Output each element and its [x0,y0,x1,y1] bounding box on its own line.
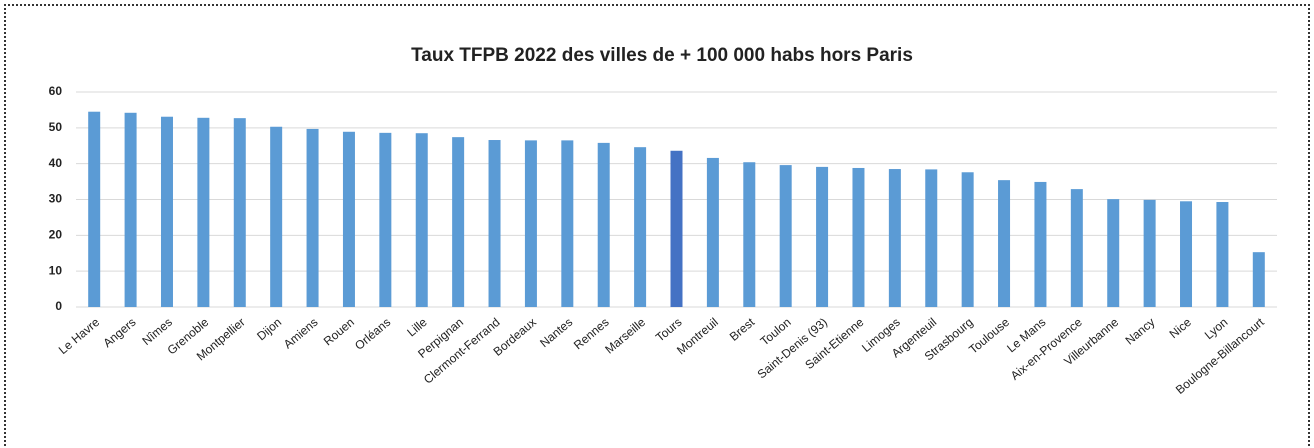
x-tick-label: Nancy [1123,315,1158,348]
bar [415,133,428,307]
bar [1216,202,1229,307]
bar [524,140,537,307]
bar [270,126,283,307]
bar [1070,189,1083,307]
bar [670,150,683,307]
bar [1180,201,1193,307]
x-tick-label: Angers [100,315,138,350]
x-tick-label: Tours [653,315,684,345]
x-tick-label: Nantes [537,315,575,350]
x-tick-label: Montreuil [674,315,721,357]
x-tick-label: Toulouse [966,315,1012,357]
x-tick-label: Rouen [321,315,357,348]
bar [743,162,756,307]
bar [925,169,938,307]
bar [306,128,319,307]
bar [233,118,246,308]
bar [706,157,719,307]
y-tick-label: 10 [49,263,63,277]
bar [124,112,137,308]
x-tick-label: Dijon [254,315,284,343]
x-tick-label: Brest [727,315,758,344]
bar [1252,252,1265,307]
x-tick-label: Marseille [602,315,648,357]
y-tick-label: 50 [49,120,63,134]
x-tick-label: Lille [404,315,430,340]
x-tick-label: Nice [1167,315,1195,341]
bar [816,166,829,307]
bar [597,142,610,307]
bar [852,167,865,307]
bar [779,165,792,307]
bar [998,180,1011,307]
bar [88,111,101,307]
y-tick-label: 40 [49,156,63,170]
bar [379,132,392,307]
x-tick-label: Lyon [1202,315,1231,342]
chart-title: Taux TFPB 2022 des villes de + 100 000 h… [411,45,913,66]
x-tick-label: Orléans [352,315,393,353]
y-tick-label: 30 [49,192,63,206]
bar [197,117,210,307]
bar [561,140,574,307]
bar [342,131,355,307]
y-tick-label: 60 [49,84,63,98]
bar [1107,199,1120,307]
bar [888,169,901,307]
frame [4,4,1310,446]
x-tick-label: Amiens [281,315,321,351]
bar [488,140,501,307]
bar [1143,199,1156,307]
y-tick-label: 20 [49,228,63,242]
bar [1034,181,1047,307]
x-tick-label: Le Havre [56,315,103,357]
y-tick-label: 0 [55,299,62,313]
bar [961,172,974,307]
bar [452,137,465,307]
bar [634,147,647,307]
bar [160,116,173,307]
